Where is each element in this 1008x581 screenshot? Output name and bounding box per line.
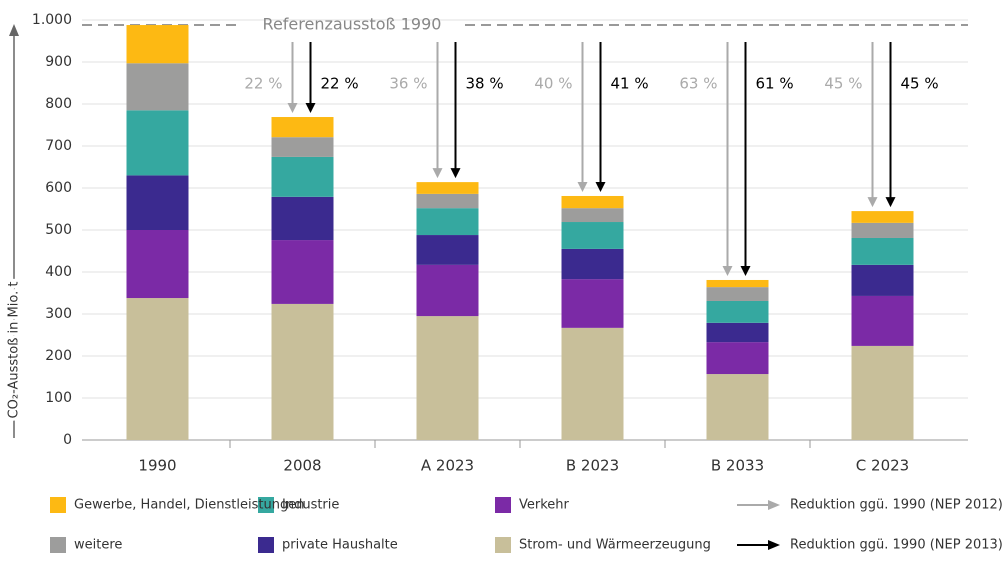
bar-segment: [126, 63, 189, 111]
bar-segment: [851, 264, 914, 296]
bar-segment: [126, 230, 189, 299]
y-tick-label: 400: [45, 264, 72, 280]
bar-segment: [126, 25, 189, 64]
reduction-arrow-head: [722, 265, 733, 276]
reference-label: Referenzausstoß 1990: [263, 15, 442, 34]
legend-label: Verkehr: [519, 498, 570, 513]
y-tick-label: 600: [45, 180, 72, 196]
reduction-arrow-head: [740, 265, 751, 276]
reduction-label: 22 %: [321, 75, 359, 93]
legend-label: Reduktion ggü. 1990 (NEP 2013): [790, 538, 1003, 553]
legend-label: Reduktion ggü. 1990 (NEP 2012): [790, 498, 1003, 513]
bar-segment: [416, 182, 479, 194]
reduction-label: 38 %: [466, 75, 504, 93]
reduction-arrow-head: [867, 197, 878, 208]
bar-segment: [706, 287, 769, 301]
bar-segment: [561, 208, 624, 223]
bar-segment: [416, 193, 479, 209]
reduction-label: 36 %: [389, 75, 427, 93]
y-tick-label: 900: [45, 54, 72, 70]
bar-segment: [416, 316, 479, 440]
legend-label: private Haushalte: [282, 538, 398, 553]
reduction-arrow-head: [595, 181, 606, 192]
bar-segment: [561, 327, 624, 440]
bar-segment: [561, 195, 624, 209]
bar-segment: [271, 303, 334, 440]
legend-arrow-head: [768, 540, 780, 550]
bar-segment: [851, 345, 914, 440]
bar-segment: [706, 300, 769, 323]
reduction-label: 61 %: [756, 75, 794, 93]
reduction-arrow-head: [577, 181, 588, 192]
reduction-arrow-head: [432, 168, 443, 179]
y-tick-label: 200: [45, 348, 72, 364]
reduction-label: 63 %: [679, 75, 717, 93]
reduction-label: 45 %: [901, 75, 939, 93]
reduction-label: 22 %: [244, 75, 282, 93]
reduction-label: 41 %: [611, 75, 649, 93]
bar-segment: [851, 295, 914, 346]
y-label-bg: CO₂-Ausstoß in Mio. t: [7, 282, 22, 419]
legend-swatch: [495, 497, 511, 513]
bar-segment: [851, 237, 914, 265]
bar-segment: [706, 342, 769, 375]
reduction-arrow-head: [885, 197, 896, 208]
y-tick-label: 300: [45, 306, 72, 322]
x-tick-label: 1990: [138, 457, 176, 475]
bar-segment: [126, 175, 189, 230]
bar-segment: [271, 156, 334, 197]
y-tick-label: 800: [45, 96, 72, 112]
y-tick-label: 100: [45, 390, 72, 406]
legend-label: Gewerbe, Handel, Dienstleistungen: [74, 498, 304, 513]
y-tick-label: 0: [63, 432, 72, 448]
bar-segment: [706, 322, 769, 343]
legend-swatch: [258, 537, 274, 553]
bar-segment: [416, 208, 479, 236]
legend-arrow-head: [768, 500, 780, 510]
bar-segment: [271, 196, 334, 241]
x-tick-label: B 2023: [566, 457, 619, 475]
bar-segment: [706, 279, 769, 288]
bar-segment: [416, 235, 479, 265]
bar-segment: [126, 110, 189, 176]
bar-segment: [271, 137, 334, 157]
bar-segment: [126, 298, 189, 440]
reduction-label: 40 %: [534, 75, 572, 93]
reduction-arrow-head: [305, 103, 316, 114]
legend-label: weitere: [74, 538, 122, 553]
legend-label: Industrie: [282, 498, 339, 513]
legend-swatch: [50, 497, 66, 513]
y-tick-label: 1.000: [32, 12, 72, 28]
legend-swatch: [50, 537, 66, 553]
y-tick-label: 700: [45, 138, 72, 154]
x-tick-label: A 2023: [421, 457, 474, 475]
y-tick-label: 500: [45, 222, 72, 238]
legend-swatch: [495, 537, 511, 553]
reduction-label: 45 %: [824, 75, 862, 93]
bar-segment: [271, 240, 334, 304]
legend-swatch: [258, 497, 274, 513]
axis-arrowhead: [9, 24, 19, 36]
legend-label: Strom- und Wärmeerzeugung: [519, 538, 711, 553]
bar-segment: [271, 117, 334, 138]
reduction-arrow-head: [287, 103, 298, 114]
y-axis-label: CO₂-Ausstoß in Mio. t: [7, 282, 22, 419]
bar-segment: [851, 211, 914, 223]
x-tick-label: B 2033: [711, 457, 764, 475]
reduction-arrow-head: [450, 168, 461, 179]
bar-segment: [416, 264, 479, 317]
bar-segment: [561, 279, 624, 328]
bar-segment: [851, 222, 914, 238]
x-tick-label: 2008: [283, 457, 321, 475]
bar-segment: [706, 374, 769, 440]
x-tick-label: C 2023: [856, 457, 909, 475]
bar-segment: [561, 248, 624, 280]
bar-segment: [561, 222, 624, 249]
